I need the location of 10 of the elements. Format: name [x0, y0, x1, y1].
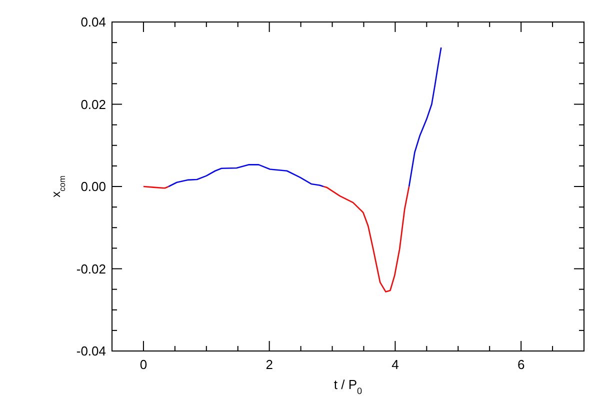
x-tick-label: 2 — [266, 357, 273, 372]
y-tick-label: -0.04 — [76, 344, 106, 358]
y-tick-label: 0.04 — [80, 14, 106, 30]
y-tick-label: -0.02 — [76, 261, 106, 276]
x-tick-label: 0 — [140, 357, 148, 372]
x-tick-label: 6 — [517, 357, 525, 372]
y-tick-label: 0.00 — [80, 179, 106, 194]
y-tick-label: 0.02 — [80, 96, 106, 112]
x-tick-label: 4 — [392, 357, 399, 372]
x-axis-title: t / P$_{0}$ — [334, 377, 362, 396]
